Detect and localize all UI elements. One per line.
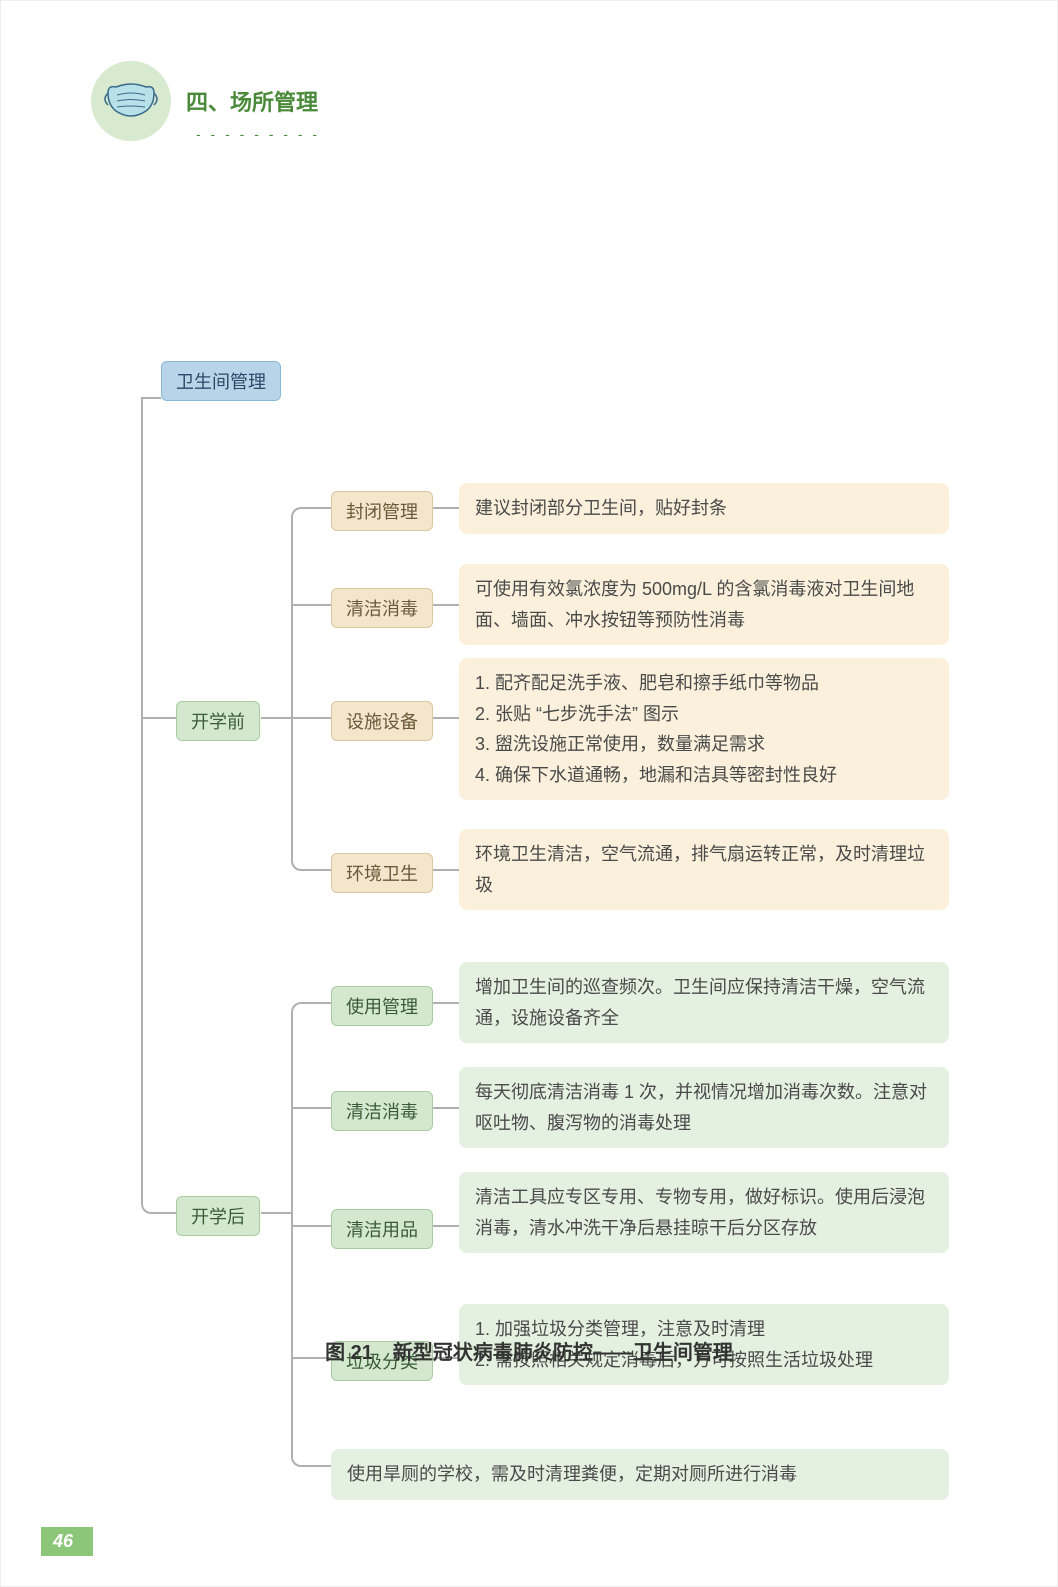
content-before-3: 环境卫生清洁，空气流通，排气扇运转正常，及时清理垃圾 [459,829,949,910]
figure-caption: 图 21 新型冠状病毒肺炎防控——卫生间管理 [1,1336,1057,1365]
content-after-2: 清洁工具应专区专用、专物专用，做好标识。使用后浸泡消毒，清水冲洗干净后悬挂晾干后… [459,1172,949,1253]
page-number: 46 [41,1527,93,1556]
content-before-0: 建议封闭部分卫生间，贴好封条 [459,483,949,534]
l2-after-1: 清洁消毒 [331,1091,433,1131]
section-title: 四、场所管理 [186,85,318,117]
l2-before-0: 封闭管理 [331,491,433,531]
l1-node-after: 开学后 [176,1196,260,1236]
page: 四、场所管理 - - - - - - - - - 卫生间管理开学前开学后 封闭管理… [0,0,1058,1587]
l2-before-1: 清洁消毒 [331,588,433,628]
l2-before-3: 环境卫生 [331,853,433,893]
content-after-special: 使用旱厕的学校，需及时清理粪便，定期对厕所进行消毒 [331,1449,949,1500]
content-before-2: 1. 配齐配足洗手液、肥皂和擦手纸巾等物品2. 张贴 “七步洗手法” 图示3. … [459,658,949,800]
content-after-1: 每天彻底清洁消毒 1 次，并视情况增加消毒次数。注意对呕吐物、腹泻物的消毒处理 [459,1067,949,1148]
l1-node-before: 开学前 [176,701,260,741]
mask-svg [104,81,158,121]
header-dashes: - - - - - - - - - [196,126,320,142]
l2-before-2: 设施设备 [331,701,433,741]
content-after-0: 增加卫生间的巡查频次。卫生间应保持清洁干燥，空气流通，设施设备齐全 [459,962,949,1043]
content-before-1: 可使用有效氯浓度为 500mg/L 的含氯消毒液对卫生间地面、墙面、冲水按钮等预… [459,564,949,645]
root-node: 卫生间管理 [161,361,281,401]
l2-after-2: 清洁用品 [331,1209,433,1249]
l2-after-0: 使用管理 [331,986,433,1026]
mask-icon [91,61,171,141]
